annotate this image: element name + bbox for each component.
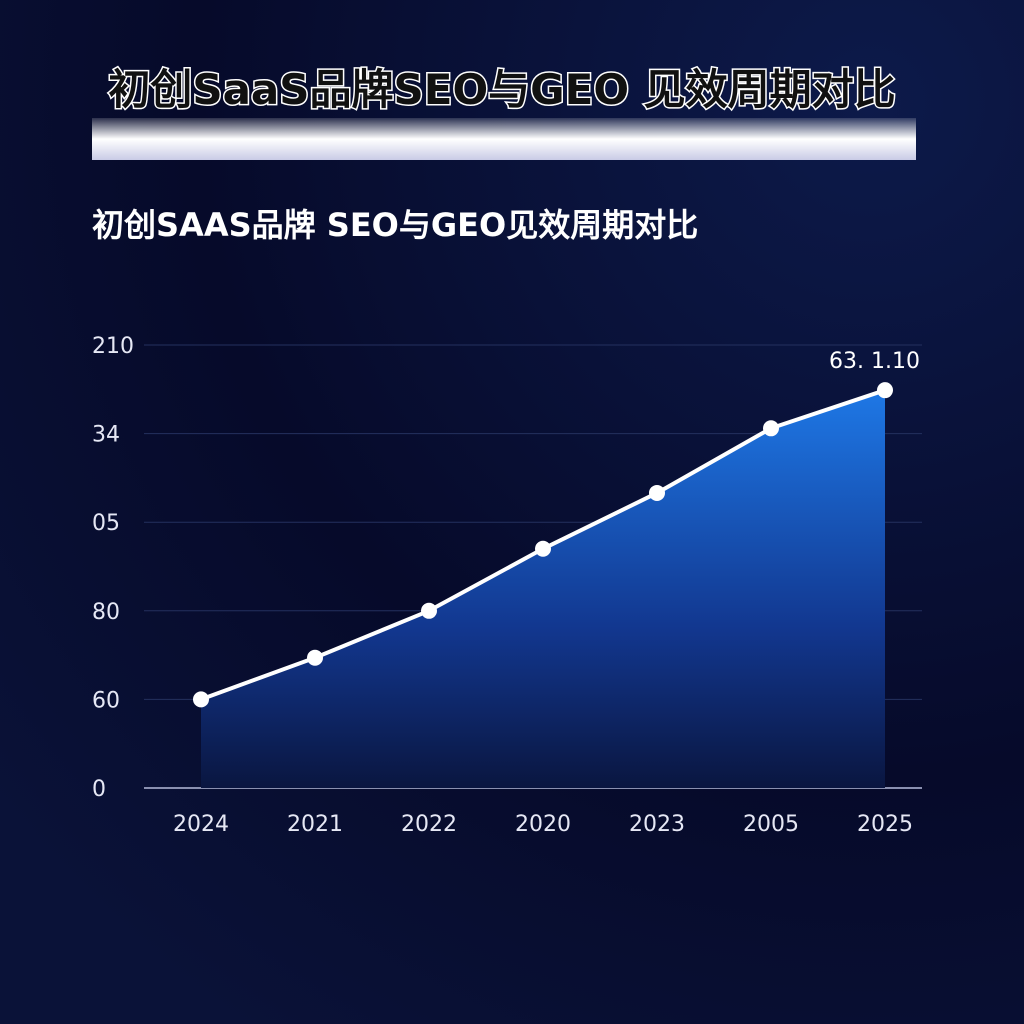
data-point (535, 540, 551, 557)
y-tick-label: 05 (92, 511, 120, 536)
data-point (421, 602, 437, 619)
x-tick-label: 2025 (857, 812, 913, 837)
chart-subtitle: 初创SAAS品牌 SEO与GEO见效周期对比 (92, 206, 698, 244)
y-tick-label: 34 (92, 423, 120, 448)
y-tick-label: 80 (92, 600, 120, 625)
chart-title: 初创SaaS品牌SEO与GEO 见效周期对比 (108, 65, 895, 114)
x-tick-label: 2022 (401, 812, 457, 837)
x-tick-label: 2020 (515, 812, 571, 837)
x-tick-label: 2021 (287, 812, 343, 837)
y-tick-label: 0 (92, 777, 106, 802)
data-point (193, 691, 209, 708)
y-tick-label: 60 (92, 688, 120, 713)
data-point (649, 484, 665, 501)
area (201, 390, 885, 788)
annotation: 63. 1.10 (829, 349, 920, 374)
x-tick-label: 2005 (743, 812, 799, 837)
data-point (763, 420, 779, 437)
data-point (877, 382, 893, 399)
x-tick-label: 2023 (629, 812, 685, 837)
x-tick-label: 2024 (173, 812, 229, 837)
plot-area: 0 60 80 05 34 210 2024 2021 2022 2020 2023 2005 2025… (92, 334, 922, 837)
data-point (307, 649, 323, 666)
title-banner (92, 118, 916, 160)
y-tick-label: 210 (92, 334, 134, 359)
